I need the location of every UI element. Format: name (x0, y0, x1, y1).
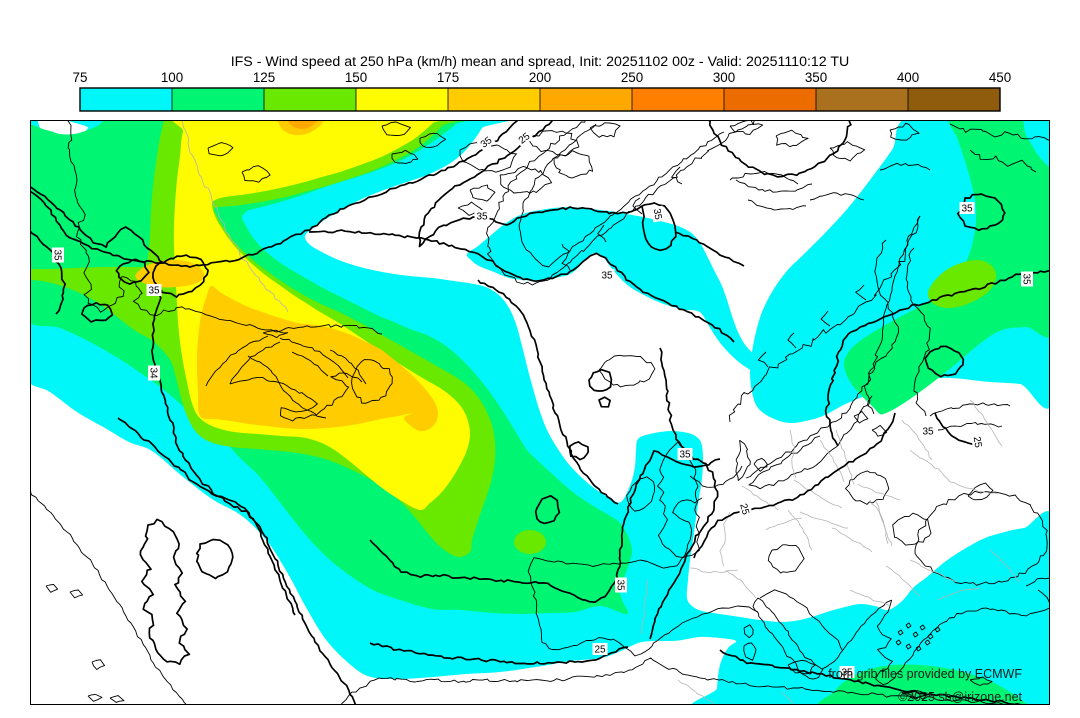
svg-text:35: 35 (615, 579, 626, 591)
svg-text:35: 35 (148, 286, 160, 297)
svg-text:IFS - Wind speed at 250 hPa (k: IFS - Wind speed at 250 hPa (km/h) mean … (231, 54, 850, 70)
svg-text:200: 200 (529, 70, 551, 85)
svg-text:35: 35 (52, 249, 63, 261)
svg-text:75: 75 (73, 70, 88, 85)
svg-text:100: 100 (161, 70, 183, 85)
svg-text:400: 400 (897, 70, 919, 85)
svg-text:35: 35 (679, 450, 691, 461)
svg-text:34: 34 (148, 367, 159, 379)
svg-text:from grib files provided by EC: from grib files provided by ECMWF (828, 667, 1022, 681)
svg-text:25: 25 (594, 645, 606, 656)
svg-text:35: 35 (601, 271, 613, 282)
svg-text:175: 175 (437, 70, 459, 85)
svg-text:450: 450 (989, 70, 1011, 85)
svg-text:35: 35 (651, 208, 664, 221)
svg-text:35: 35 (1021, 273, 1032, 285)
svg-text:35: 35 (476, 212, 488, 223)
svg-text:150: 150 (345, 70, 367, 85)
svg-text:35: 35 (922, 427, 934, 438)
svg-text:25: 25 (737, 502, 751, 516)
svg-text:©2025 sb@irizone.net: ©2025 sb@irizone.net (898, 690, 1023, 704)
svg-text:35: 35 (961, 204, 973, 215)
svg-text:300: 300 (713, 70, 735, 85)
svg-text:25: 25 (971, 436, 984, 449)
svg-text:250: 250 (621, 70, 643, 85)
svg-text:35: 35 (841, 668, 853, 679)
svg-text:350: 350 (805, 70, 827, 85)
svg-text:125: 125 (253, 70, 275, 85)
